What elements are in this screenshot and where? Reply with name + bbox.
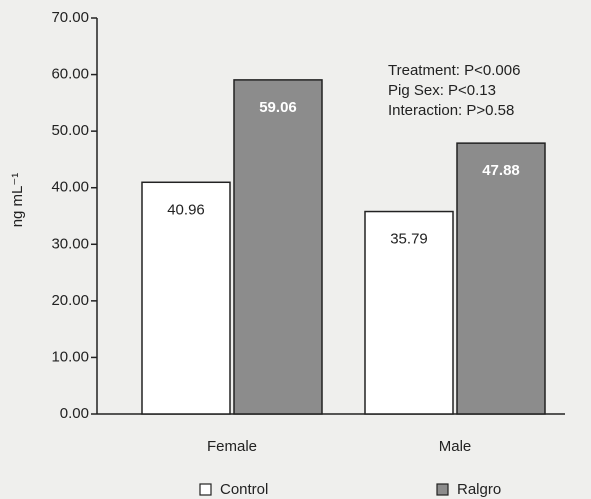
annotation: Treatment: P<0.006: [388, 62, 520, 79]
data-label: 59.06: [259, 99, 297, 116]
y-tick-label: 30.00: [51, 235, 89, 252]
legend-label: Control: [220, 481, 268, 498]
legend-swatch: [436, 483, 449, 496]
y-axis-label: ng mL⁻¹: [9, 173, 26, 228]
legend-swatch: [199, 483, 212, 496]
y-tick-label: 0.00: [60, 405, 89, 422]
y-tick-label: 50.00: [51, 122, 89, 139]
data-label: 40.96: [167, 201, 205, 218]
data-label: 47.88: [482, 162, 520, 179]
y-tick-label: 60.00: [51, 66, 89, 83]
bar: [233, 79, 323, 415]
data-label: 35.79: [390, 230, 428, 247]
annotation: Interaction: P>0.58: [388, 102, 514, 119]
annotation: Pig Sex: P<0.13: [388, 82, 496, 99]
y-tick-label: 20.00: [51, 292, 89, 309]
x-tick-label: Female: [207, 438, 257, 455]
bar: [456, 142, 546, 415]
x-tick-label: Male: [439, 438, 472, 455]
y-tick-label: 40.00: [51, 179, 89, 196]
y-tick-label: 10.00: [51, 348, 89, 365]
legend-label: Ralgro: [457, 481, 501, 498]
y-tick-label: 70.00: [51, 9, 89, 26]
bar: [364, 210, 454, 415]
bar: [141, 181, 231, 415]
